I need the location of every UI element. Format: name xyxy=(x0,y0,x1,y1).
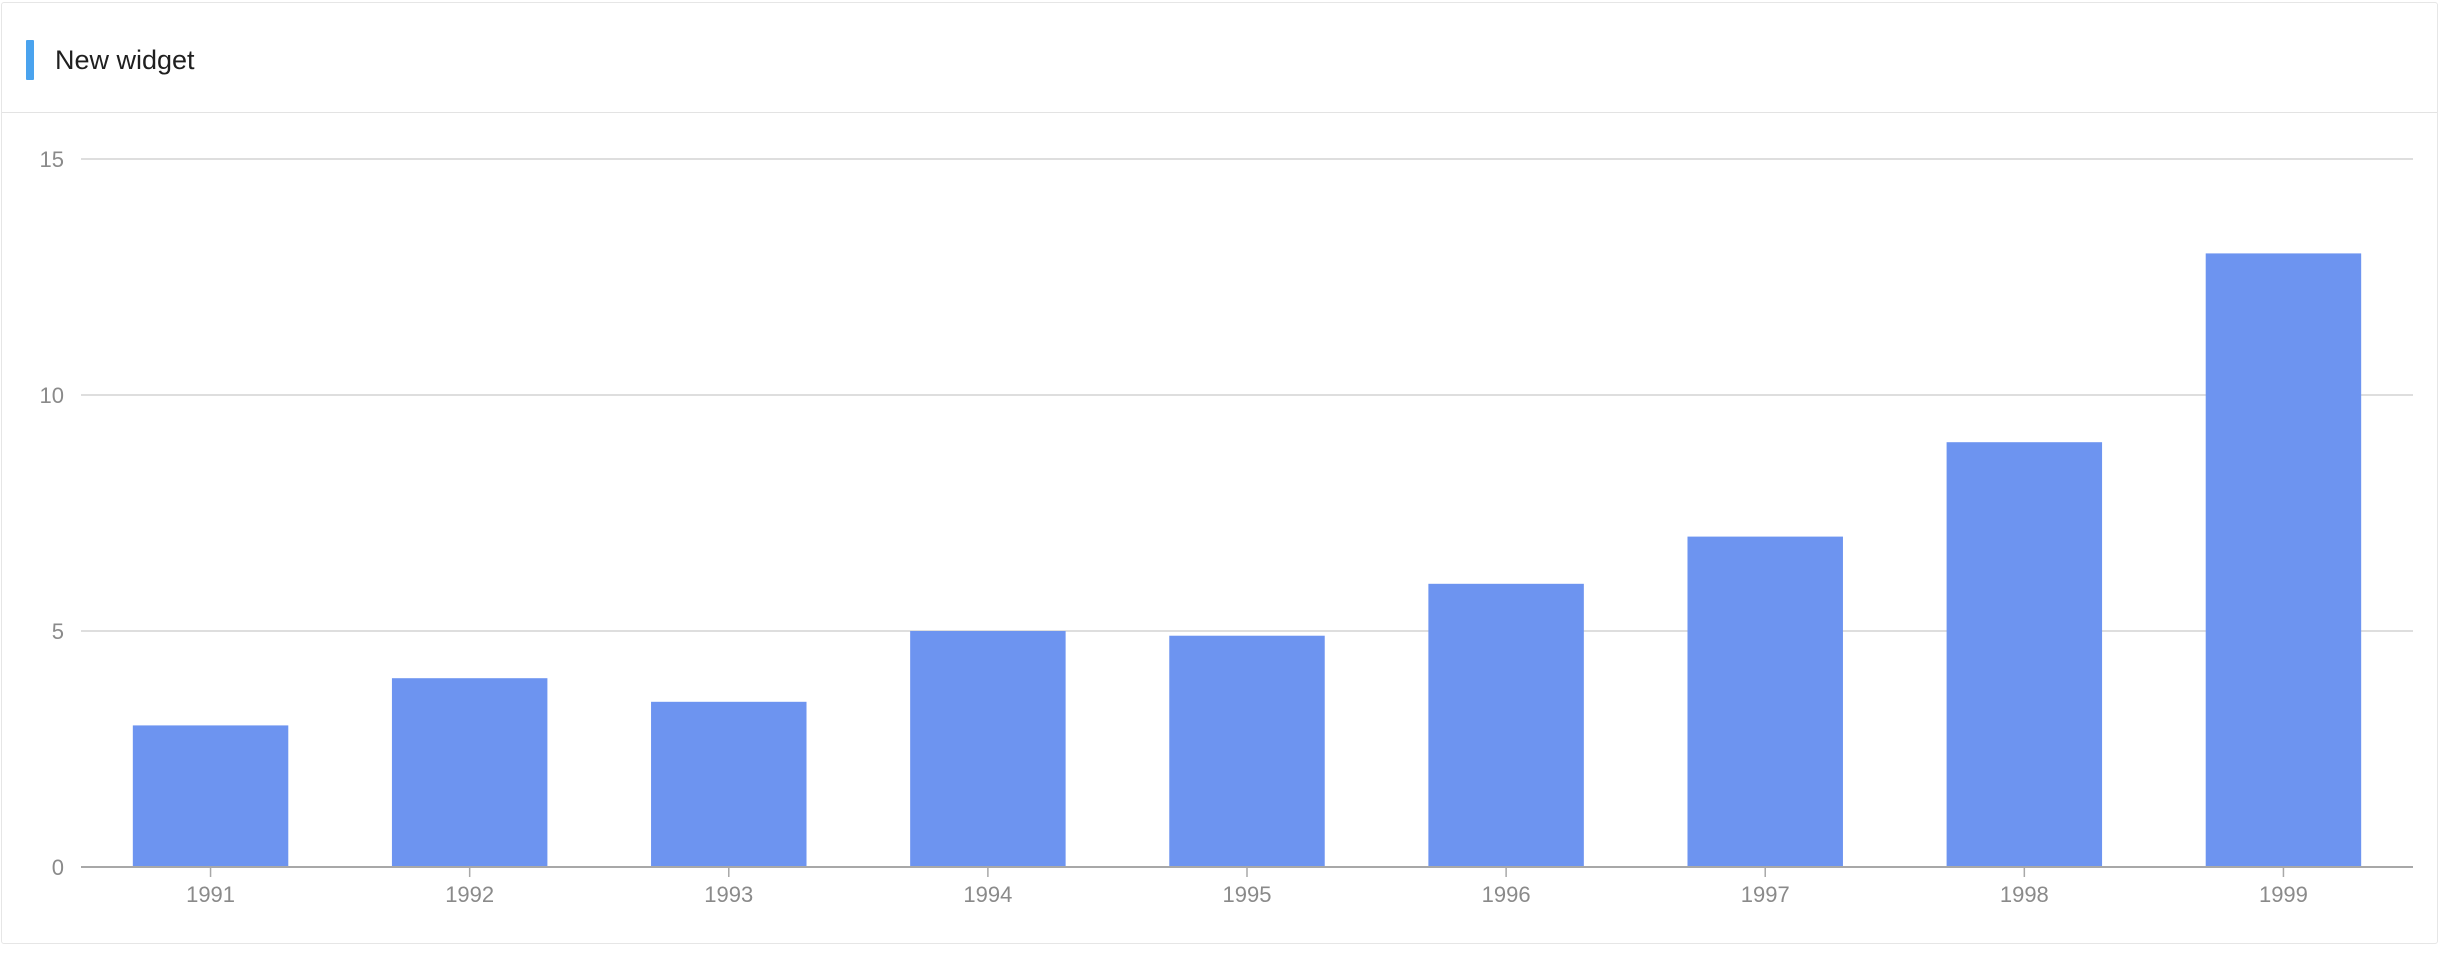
x-tick-label: 1991 xyxy=(186,882,235,907)
title-accent-bar xyxy=(26,40,34,80)
x-tick-label: 1997 xyxy=(1741,882,1790,907)
widget-header: New widget xyxy=(2,3,2437,113)
x-tick-label: 1999 xyxy=(2259,882,2308,907)
bar xyxy=(1428,583,1584,867)
y-tick-label: 0 xyxy=(52,855,64,880)
x-tick-label: 1998 xyxy=(2000,882,2049,907)
widget-title: New widget xyxy=(55,45,195,75)
x-tick-label: 1996 xyxy=(1482,882,1531,907)
y-tick-label: 5 xyxy=(52,619,64,644)
bar xyxy=(1169,635,1325,867)
x-tick-label: 1994 xyxy=(963,882,1012,907)
y-tick-label: 15 xyxy=(40,147,64,172)
bar xyxy=(1687,536,1843,867)
y-tick-label: 10 xyxy=(40,383,64,408)
x-tick-label: 1992 xyxy=(445,882,494,907)
x-tick-label: 1993 xyxy=(704,882,753,907)
bar xyxy=(910,631,1066,867)
bar xyxy=(651,701,807,867)
bar xyxy=(1946,442,2103,867)
x-tick-label: 1995 xyxy=(1223,882,1272,907)
bar xyxy=(2205,253,2362,867)
bar xyxy=(132,725,289,867)
bar xyxy=(391,678,548,867)
